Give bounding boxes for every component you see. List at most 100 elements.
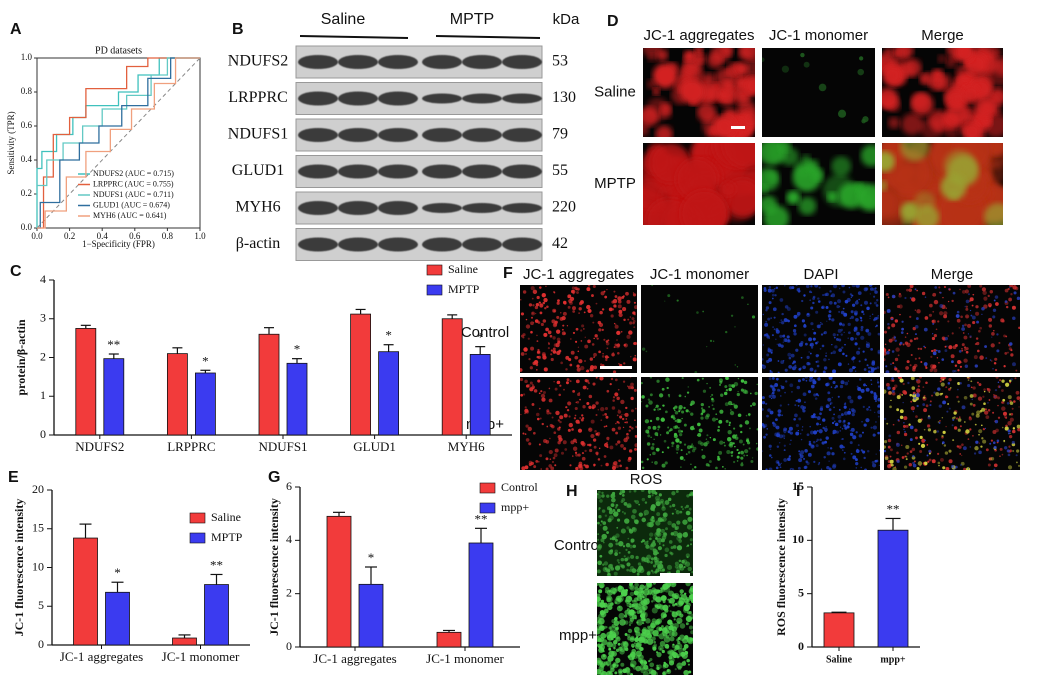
cell — [599, 524, 602, 527]
cell — [623, 318, 626, 322]
cell — [972, 386, 976, 390]
cell — [1008, 379, 1012, 383]
cell — [993, 330, 995, 332]
cell — [544, 307, 547, 310]
cell — [818, 286, 821, 289]
cell — [720, 181, 736, 197]
cell — [809, 367, 814, 372]
cell — [601, 509, 606, 513]
cell — [543, 297, 548, 303]
cell — [766, 428, 768, 430]
cell — [545, 327, 549, 332]
cell — [641, 381, 643, 385]
cell — [905, 444, 910, 450]
cell — [631, 648, 637, 654]
cell — [909, 438, 913, 442]
cell — [535, 459, 539, 463]
micrograph-content — [643, 48, 755, 137]
cell — [646, 638, 654, 645]
cell — [614, 343, 618, 347]
cell — [920, 347, 923, 350]
cell — [576, 291, 579, 294]
cell — [1018, 406, 1020, 408]
cell — [724, 467, 726, 470]
cell — [631, 317, 635, 321]
cell — [604, 567, 607, 571]
cell — [559, 384, 562, 387]
cell — [641, 631, 646, 637]
cell — [791, 391, 793, 393]
cell — [767, 288, 772, 293]
cell — [577, 346, 580, 348]
cell — [751, 315, 756, 319]
y-tick-label: 6 — [286, 479, 292, 493]
cell — [622, 545, 626, 548]
cell — [730, 451, 734, 454]
x-tick-label: JC-1 aggregates — [60, 649, 143, 664]
bar — [103, 358, 125, 436]
micrograph-content — [882, 48, 1003, 137]
cell — [1008, 297, 1013, 302]
cell — [903, 428, 905, 431]
cell — [546, 410, 550, 415]
cell — [978, 433, 980, 436]
cell — [599, 584, 604, 589]
y-tick-label: 15 — [32, 521, 44, 535]
cell — [601, 328, 604, 331]
cell — [856, 183, 875, 212]
cell — [613, 571, 618, 576]
x-tick-label: MYH6 — [448, 439, 485, 454]
cell — [851, 357, 855, 361]
cell — [551, 319, 556, 324]
cell — [744, 420, 750, 425]
cell — [894, 357, 899, 362]
cell — [874, 400, 878, 403]
cell — [629, 617, 635, 622]
cell — [884, 445, 886, 449]
cell — [664, 547, 670, 553]
y-tick-label: 0.8 — [21, 86, 33, 96]
cell — [925, 404, 929, 408]
cell — [910, 92, 934, 116]
cell — [931, 336, 936, 341]
cell — [597, 544, 603, 549]
cell — [639, 600, 646, 608]
cell — [951, 464, 955, 469]
cell — [847, 410, 852, 415]
cell — [966, 316, 968, 318]
cell — [829, 300, 833, 305]
cell — [898, 294, 902, 298]
cell — [602, 525, 608, 531]
cell — [736, 448, 739, 452]
cell — [790, 353, 795, 358]
y-tick-label: 5 — [798, 585, 804, 599]
cell — [654, 570, 658, 574]
cell — [559, 420, 562, 424]
cell — [673, 417, 676, 420]
blot-band — [298, 128, 338, 142]
cell — [776, 343, 779, 346]
cell — [700, 402, 704, 407]
cell — [816, 422, 819, 426]
cell — [798, 458, 803, 463]
cell — [674, 602, 678, 606]
cell — [992, 315, 996, 319]
cell — [633, 358, 636, 361]
cell — [636, 568, 642, 573]
cell — [826, 320, 828, 322]
cell — [647, 426, 652, 430]
cell — [900, 143, 930, 162]
cell — [661, 506, 666, 511]
cell — [887, 386, 891, 390]
cell — [693, 446, 697, 451]
cell — [810, 322, 814, 326]
cell — [871, 313, 874, 316]
cell — [618, 612, 625, 620]
cell — [754, 391, 758, 396]
cell — [978, 383, 982, 387]
cell — [608, 550, 613, 555]
cell — [855, 431, 858, 434]
cell — [818, 429, 823, 434]
cell — [630, 538, 635, 543]
